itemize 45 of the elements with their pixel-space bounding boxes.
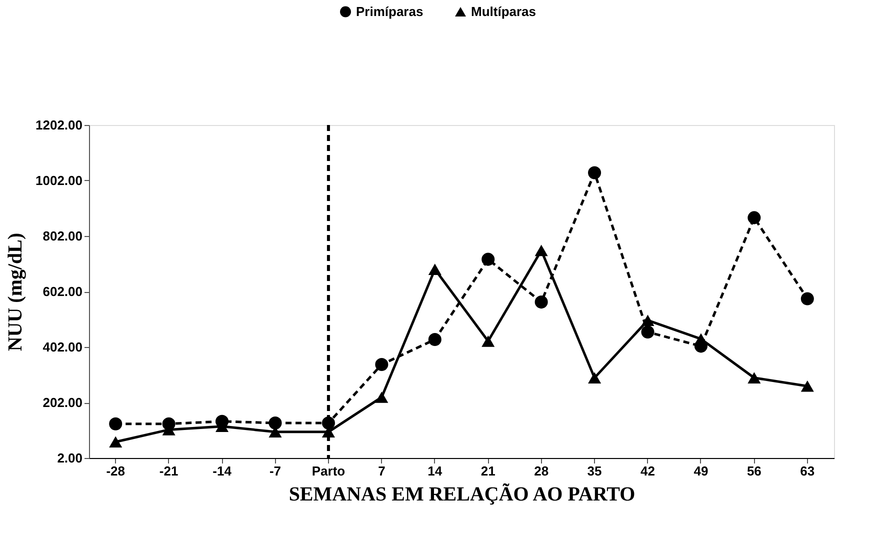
y-tick-label: 602.00	[42, 284, 82, 299]
point	[800, 292, 814, 306]
y-axis-title: NUU (mg/dL)	[4, 232, 27, 352]
y-tick-label: 1002.00	[36, 173, 82, 188]
point	[482, 336, 495, 347]
point	[428, 264, 442, 275]
point	[641, 314, 654, 326]
legend-label: Multíparas	[471, 4, 536, 19]
y-tick-label: 402.00	[42, 340, 82, 354]
point	[109, 417, 122, 430]
point	[588, 166, 602, 180]
x-tick-label: 63	[800, 464, 815, 478]
point	[375, 392, 388, 403]
point	[800, 380, 814, 392]
y-tick-label: 2.00	[57, 450, 82, 466]
x-tick-label: 49	[694, 464, 708, 478]
point	[641, 326, 654, 339]
point	[482, 252, 495, 266]
x-tick-label: 35	[587, 464, 602, 478]
point	[268, 416, 282, 430]
legend-label: Primíparas	[356, 4, 424, 19]
x-tick-label: 7	[378, 464, 386, 478]
x-tick-label: 21	[480, 464, 496, 478]
x-tick-label: 56	[746, 464, 762, 478]
point	[375, 358, 388, 371]
y-tick-label: 202.00	[42, 395, 82, 410]
x-tick-label: -21	[159, 464, 178, 478]
x-tick-label: -7	[269, 464, 282, 478]
x-tick-label: Parto	[312, 464, 346, 478]
y-tick-label: 802.00	[42, 228, 82, 244]
point	[534, 244, 548, 256]
x-tick-label: -28	[106, 464, 126, 478]
x-tick-label: 14	[428, 464, 443, 478]
point	[748, 211, 761, 224]
point	[694, 333, 708, 345]
x-tick-label: 28	[534, 464, 549, 478]
point	[588, 372, 602, 384]
x-tick-label: 42	[640, 464, 655, 478]
point	[428, 333, 442, 346]
y-tick-label: 1202.00	[36, 118, 82, 132]
x-tick-label: -14	[212, 464, 232, 478]
x-axis-title: SEMANAS EM RELAÇÃO AO PARTO	[288, 482, 636, 506]
point	[748, 372, 761, 384]
point	[109, 436, 122, 448]
point	[534, 296, 548, 309]
